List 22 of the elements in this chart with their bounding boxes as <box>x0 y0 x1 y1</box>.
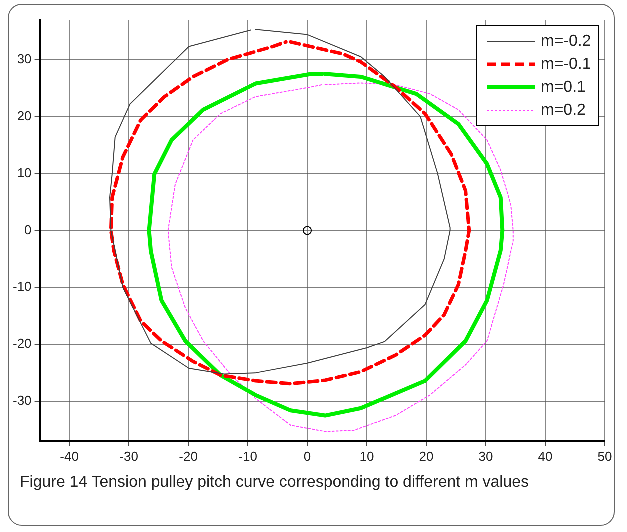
legend-label: m=-0.1 <box>541 56 592 73</box>
x-tick-label: 40 <box>538 448 553 464</box>
x-tick-label: -40 <box>60 448 79 464</box>
y-tick-label: -10 <box>12 279 32 294</box>
x-tick-label: 50 <box>598 448 612 464</box>
x-tick-label: 10 <box>360 448 374 464</box>
x-tick-label: -20 <box>179 448 198 464</box>
legend-label: m=-0.2 <box>541 32 592 50</box>
x-tick-label: -10 <box>238 448 258 464</box>
legend-label: m=0.2 <box>541 102 586 119</box>
x-tick-label: -30 <box>120 448 138 464</box>
x-tick-label: 20 <box>419 448 434 464</box>
y-tick-label: -30 <box>12 393 32 408</box>
legend-label: m=0.1 <box>541 78 586 96</box>
x-tick-label: 0 <box>304 448 312 464</box>
caption: Figure 14 Tension pulley pitch curve corresponding to different m values <box>20 473 530 493</box>
y-tick-label: 20 <box>17 108 32 124</box>
y-tick-label: -20 <box>12 336 32 352</box>
y-tick-label: 10 <box>17 165 32 180</box>
y-tick-label: 30 <box>17 51 32 66</box>
x-tick-label: 30 <box>478 448 494 464</box>
y-tick-label: 0 <box>24 222 32 238</box>
